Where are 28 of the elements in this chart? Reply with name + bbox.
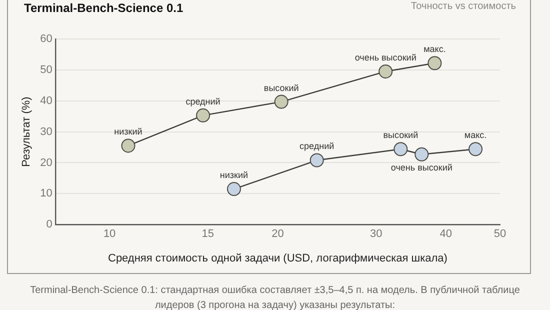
x-tick-label: 50: [494, 228, 506, 240]
annotation: макс.: [424, 44, 446, 54]
x-tick-label: 30: [370, 228, 382, 240]
annotation: низкий: [220, 170, 248, 180]
annotation: высокий: [264, 82, 299, 93]
y-tick-label: 20: [40, 156, 52, 169]
annotation: средний: [186, 96, 220, 106]
y-axis-title: Результат (%): [20, 96, 33, 167]
x-tick-label: 20: [272, 228, 284, 240]
annotation: средний: [300, 141, 334, 152]
annotation: высокий: [383, 130, 418, 140]
y-tick-label: 40: [40, 94, 52, 107]
annotation: низкий: [114, 126, 142, 137]
x-tick-label: 40: [440, 228, 452, 240]
y-tick-label: 10: [40, 188, 52, 200]
y-tick-label: 60: [40, 33, 52, 46]
x-tick-label: 10: [103, 228, 116, 240]
y-tick-label: 50: [40, 64, 52, 76]
chart-title: Terminal-Bench-Science 0.1: [24, 1, 184, 17]
x-axis-title: Средняя стоимость одной задачи (USD, логарифмическая шкала): [108, 252, 448, 264]
y-tick-label: 0: [46, 218, 52, 231]
chart-subtitle: Точность vs стоимость: [410, 1, 516, 14]
x-tick-label: 15: [202, 228, 214, 240]
text: Terminal-Bench-Science 0.1: стандартная ошибка составляет ±3,5–4,5 п. на модель. В публичной таблице лидеров (3 прогона на задачу) указаны результаты:: [29, 284, 521, 310]
annotation: очень высокий: [390, 162, 452, 172]
annotation: очень высокий: [354, 52, 416, 62]
annotation: макс.: [464, 130, 487, 140]
y-tick-label: 30: [40, 126, 52, 138]
